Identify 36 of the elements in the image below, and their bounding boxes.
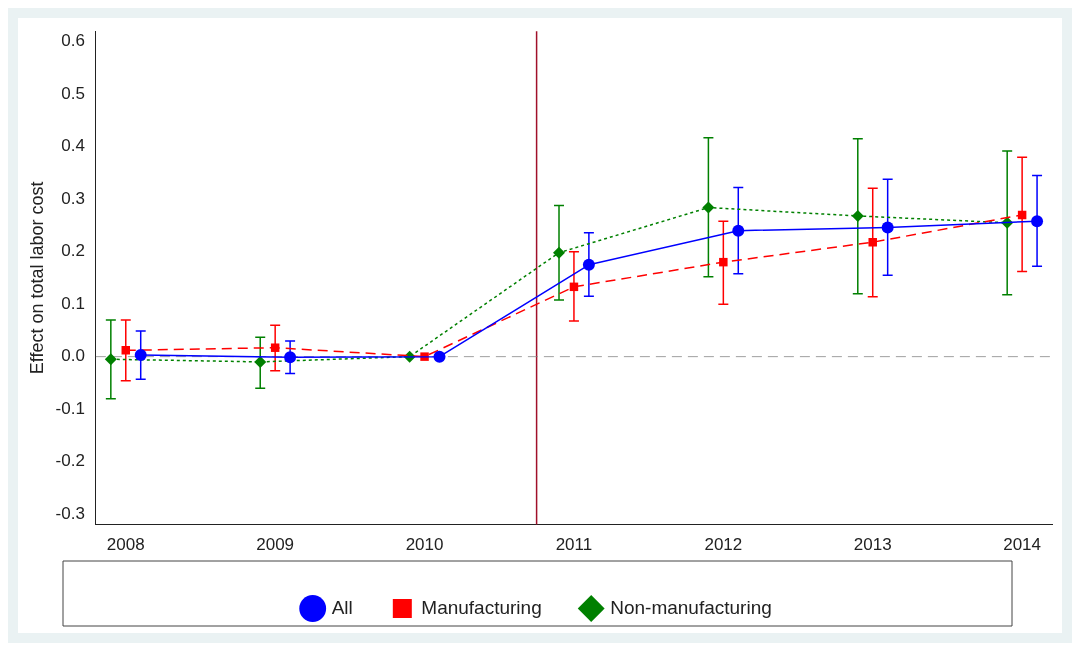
y-tick-label: -0.3 — [55, 503, 85, 523]
point — [851, 209, 864, 222]
legend-label: All — [331, 596, 353, 618]
point — [868, 237, 877, 247]
y-tick-label: 0.6 — [61, 31, 85, 51]
y-tick-label: -0.1 — [55, 398, 85, 418]
y-tick-label: 0.1 — [61, 293, 85, 313]
point — [270, 343, 280, 352]
legend-label: Non-manufacturing — [610, 596, 772, 618]
x-tick-label: 2013 — [853, 535, 892, 555]
point — [582, 258, 595, 271]
point — [121, 346, 131, 355]
point — [553, 246, 566, 259]
y-tick-label: 0.4 — [61, 136, 85, 156]
point — [1031, 215, 1044, 228]
point — [284, 351, 297, 364]
x-tick-label: 2008 — [106, 535, 145, 555]
point — [719, 257, 728, 267]
y-tick-label: 0.3 — [61, 188, 85, 208]
y-tick-label: 0.2 — [61, 241, 85, 261]
point — [881, 221, 894, 234]
y-tick-label: 0.0 — [61, 346, 85, 366]
x-tick-label: 2014 — [1003, 535, 1042, 555]
x-tick-label: 2009 — [256, 535, 295, 555]
point — [104, 353, 117, 366]
y-tick-label: 0.5 — [61, 83, 85, 103]
y-tick-label: -0.2 — [55, 451, 85, 471]
y-axis-title: Effect on total labor cost — [26, 181, 47, 375]
point — [134, 349, 147, 362]
x-tick-label: 2010 — [405, 535, 444, 555]
x-tick-label: 2011 — [555, 535, 593, 555]
legend-label: Manufacturing — [421, 596, 542, 618]
point — [702, 201, 715, 214]
x-tick-label: 2012 — [704, 535, 743, 555]
point — [732, 224, 745, 237]
point — [433, 350, 446, 363]
